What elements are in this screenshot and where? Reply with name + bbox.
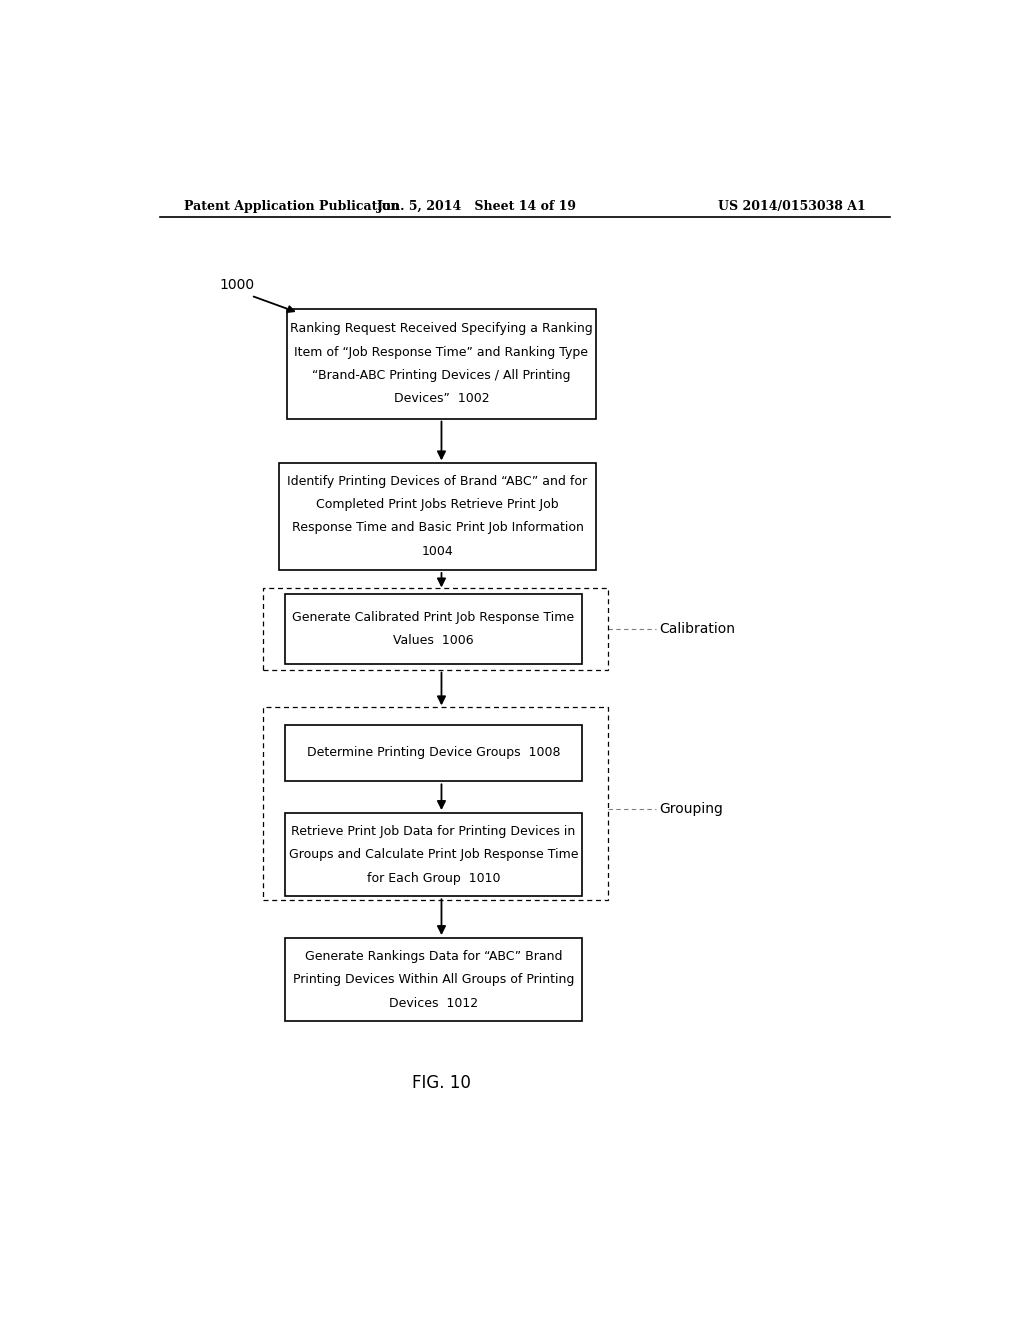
Text: Printing Devices Within All Groups of Printing: Printing Devices Within All Groups of Pr… bbox=[293, 973, 574, 986]
Text: Values  1006: Values 1006 bbox=[393, 634, 474, 647]
Text: Determine Printing Device Groups  1008: Determine Printing Device Groups 1008 bbox=[307, 747, 560, 759]
Text: “Brand-ABC Printing Devices / All Printing: “Brand-ABC Printing Devices / All Printi… bbox=[312, 368, 570, 381]
Bar bbox=[285, 594, 583, 664]
Text: Item of “Job Response Time” and Ranking Type: Item of “Job Response Time” and Ranking … bbox=[295, 346, 589, 359]
Bar bbox=[285, 939, 583, 1022]
Text: Generate Rankings Data for “ABC” Brand: Generate Rankings Data for “ABC” Brand bbox=[305, 950, 562, 962]
Bar bbox=[263, 708, 608, 900]
Bar bbox=[285, 813, 583, 896]
Bar bbox=[279, 463, 596, 569]
Text: Devices  1012: Devices 1012 bbox=[389, 997, 478, 1010]
Text: Retrieve Print Job Data for Printing Devices in: Retrieve Print Job Data for Printing Dev… bbox=[292, 825, 575, 838]
Text: Groups and Calculate Print Job Response Time: Groups and Calculate Print Job Response … bbox=[289, 849, 579, 861]
Text: Completed Print Jobs Retrieve Print Job: Completed Print Jobs Retrieve Print Job bbox=[316, 498, 559, 511]
Text: Ranking Request Received Specifying a Ranking: Ranking Request Received Specifying a Ra… bbox=[290, 322, 593, 335]
Text: 1000: 1000 bbox=[219, 279, 254, 293]
Text: Jun. 5, 2014   Sheet 14 of 19: Jun. 5, 2014 Sheet 14 of 19 bbox=[377, 199, 578, 213]
Text: for Each Group  1010: for Each Group 1010 bbox=[367, 871, 501, 884]
Text: Devices”  1002: Devices” 1002 bbox=[393, 392, 489, 405]
Text: 1004: 1004 bbox=[422, 545, 454, 558]
Bar bbox=[285, 725, 583, 781]
Text: Calibration: Calibration bbox=[659, 622, 735, 636]
Bar bbox=[263, 589, 608, 669]
Text: Generate Calibrated Print Job Response Time: Generate Calibrated Print Job Response T… bbox=[293, 611, 574, 624]
Text: FIG. 10: FIG. 10 bbox=[412, 1074, 471, 1093]
Text: Patent Application Publication: Patent Application Publication bbox=[183, 199, 399, 213]
Text: Identify Printing Devices of Brand “ABC” and for: Identify Printing Devices of Brand “ABC”… bbox=[288, 475, 588, 487]
Text: US 2014/0153038 A1: US 2014/0153038 A1 bbox=[718, 199, 866, 213]
Text: Grouping: Grouping bbox=[659, 801, 724, 816]
Bar bbox=[287, 309, 596, 418]
Text: Response Time and Basic Print Job Information: Response Time and Basic Print Job Inform… bbox=[292, 521, 584, 535]
